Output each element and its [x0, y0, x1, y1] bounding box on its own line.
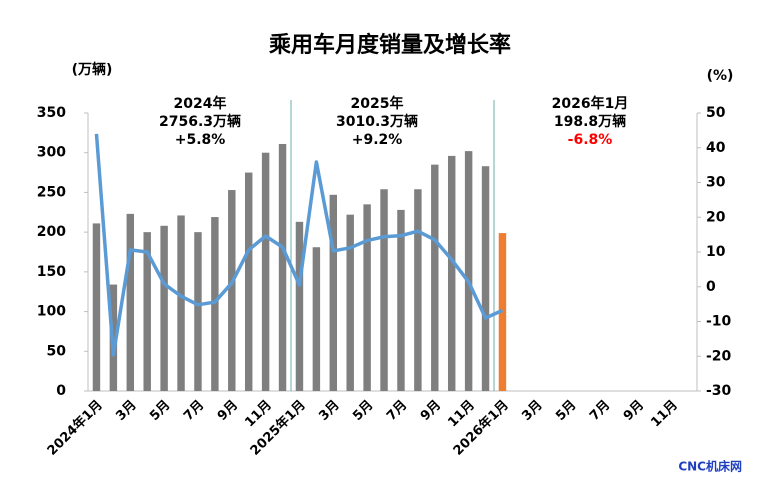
- annotation: 2024年: [174, 95, 227, 112]
- x-tick-label: 5月: [350, 398, 376, 424]
- x-tick-label: 5月: [553, 398, 579, 424]
- bar: [329, 194, 338, 391]
- x-tick-label: 5月: [147, 398, 173, 424]
- y2-tick-label: 50: [706, 105, 726, 121]
- bar: [143, 232, 151, 391]
- bar: [481, 166, 490, 391]
- x-tick-label: 9月: [418, 398, 444, 424]
- annotation: 2756.3万辆: [159, 113, 241, 130]
- bar: [312, 247, 321, 391]
- bar: [295, 221, 304, 391]
- y-tick-label: 0: [56, 383, 66, 399]
- x-tick-label: 3月: [316, 398, 342, 424]
- bar: [126, 213, 135, 391]
- bar: [160, 225, 168, 391]
- bar: [447, 155, 456, 391]
- bar: [346, 214, 354, 391]
- y-tick-label: 100: [37, 304, 66, 320]
- y2-tick-label: 10: [706, 244, 726, 260]
- bar: [244, 172, 253, 391]
- x-tick-label: 7月: [587, 398, 613, 424]
- x-tick-label: 11月: [648, 398, 681, 431]
- bar: [431, 164, 439, 391]
- annotation: 198.8万辆: [554, 113, 626, 130]
- y-tick-label: 300: [37, 145, 66, 161]
- y2-tick-label: 30: [706, 175, 726, 191]
- source: CNC机床网: [678, 459, 742, 474]
- bar: [380, 189, 388, 391]
- bar: [261, 152, 270, 391]
- bar: [464, 151, 473, 391]
- bar: [414, 189, 422, 391]
- y2-tick-label: 20: [706, 209, 726, 225]
- bar: [363, 204, 371, 391]
- annotation: 2025年: [351, 95, 404, 112]
- annotation: +9.2%: [352, 132, 403, 148]
- annotation: -6.8%: [568, 132, 613, 148]
- bar: [177, 215, 185, 391]
- annotation: 2026年1月: [552, 95, 629, 112]
- x-tick-label: 7月: [181, 398, 207, 424]
- x-tick-label: 3月: [519, 398, 545, 424]
- x-tick-label: 7月: [384, 398, 410, 424]
- y2-tick-label: 40: [706, 140, 726, 156]
- y-tick-label: 50: [47, 343, 67, 359]
- bar: [92, 223, 101, 391]
- bar: [278, 143, 287, 391]
- y-tick-label: 200: [37, 224, 66, 240]
- y2-tick-label: -20: [706, 348, 732, 364]
- bar: [194, 232, 202, 391]
- bar: [397, 209, 405, 391]
- growth-line: [94, 133, 504, 357]
- x-tick-label: 2024年1月: [44, 397, 106, 459]
- bar: [211, 217, 219, 391]
- bar: [228, 190, 236, 391]
- x-tick-label: 9月: [215, 398, 241, 424]
- annotation: 3010.3万辆: [336, 113, 418, 130]
- chart-title: 乘用车月度销量及增长率: [268, 32, 511, 58]
- y-tick-label: 150: [37, 264, 66, 280]
- x-tick-label: 9月: [621, 398, 647, 424]
- y2-tick-label: -30: [706, 383, 732, 399]
- y2-axis-label: (%): [707, 68, 734, 84]
- y-axis-label: (万辆): [72, 61, 113, 78]
- annotation: +5.8%: [175, 132, 226, 148]
- y-tick-label: 350: [37, 105, 66, 121]
- y-tick-label: 250: [37, 184, 66, 200]
- y2-tick-label: 0: [706, 279, 716, 295]
- x-tick-label: 3月: [113, 398, 139, 424]
- y2-tick-label: -10: [706, 314, 732, 330]
